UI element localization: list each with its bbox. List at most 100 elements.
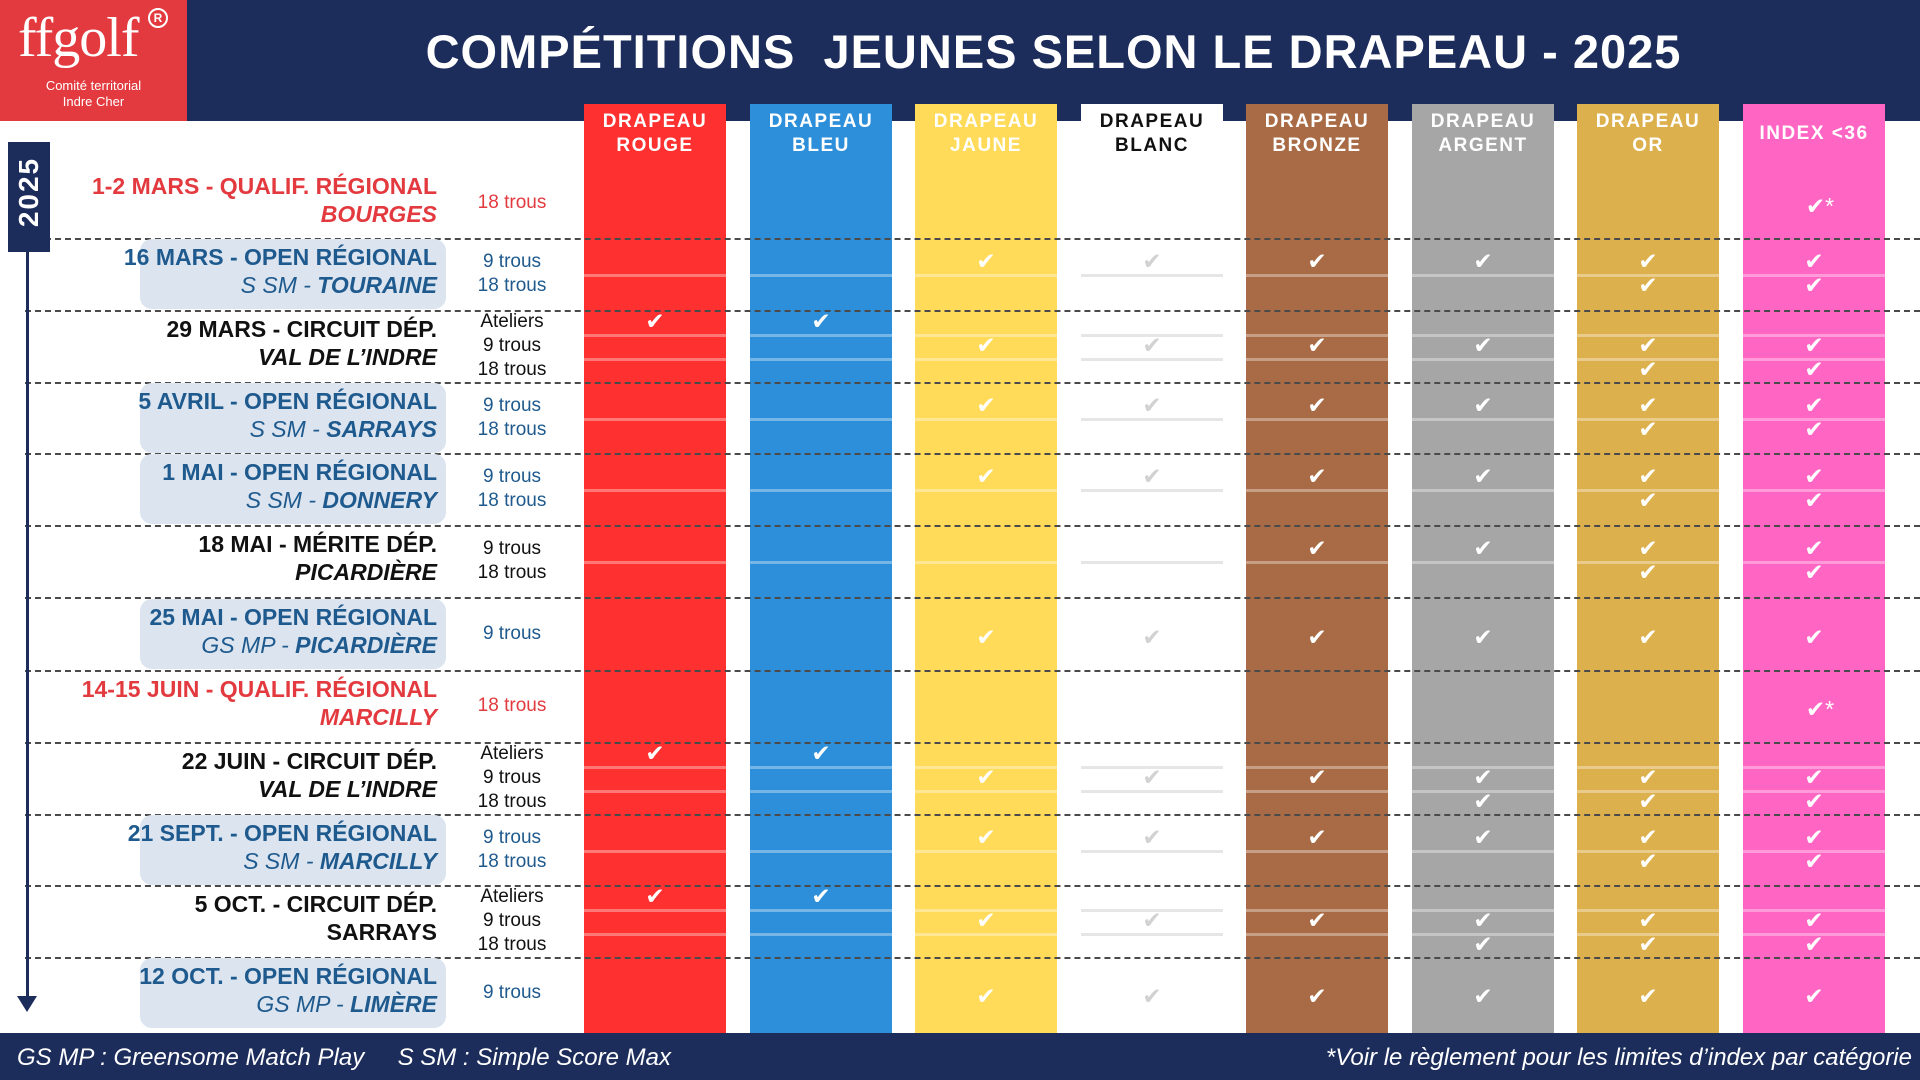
event-format-prefix: S SM - [245,487,323,513]
event-format-prefix: S SM - [243,847,320,874]
sub-row-line [1246,358,1388,361]
check-icon: ✔ [811,740,831,766]
sub-row-line [1577,274,1719,277]
sub-row-line [584,489,726,492]
event-title: 1 MAI - OPEN RÉGIONAL [162,459,437,485]
sub-row-line [1577,561,1719,564]
check-icon: ✔ [1638,823,1658,850]
sub-row-line [1412,334,1554,337]
sub-row-line [1577,933,1719,936]
event-venue: S SM - DONNERY [246,487,437,514]
check-icon: ✔ [1638,272,1658,298]
check-icon: ✔ [1804,823,1824,850]
flag-column: DRAPEAU OR [1577,104,1719,1033]
sub-row-line [1081,790,1223,793]
event-venue: GS MP - PICARDIÈRE [201,632,437,659]
event-format: 9 trous [482,910,542,931]
event-format: 9 trous [482,982,542,1003]
event-place: SARRAYS [326,919,437,945]
column-header-line2: JAUNE [950,135,1022,156]
flag-column: DRAPEAU BLANC [1081,104,1223,1033]
sub-row-line [1743,766,1885,769]
check-icon: ✔* [1805,696,1835,722]
logo-wordmark: ffgolf [18,7,139,69]
event-format-prefix: GS MP - [201,631,296,658]
check-icon: ✔ [1638,487,1658,513]
check-icon: ✔ [645,740,665,766]
event-place: MARCILLY [319,847,437,874]
event-venue: GS MP - LIMÈRE [256,991,437,1018]
event-format-prefix: GS MP - [256,991,351,1017]
sub-row-line [584,274,726,277]
column-header-line2: BLANC [1115,135,1189,156]
sub-row-line [915,417,1057,421]
event-format-prefix: S SM - [249,415,327,442]
check-icon: ✔ [1638,535,1658,561]
sub-row-line [750,849,892,853]
sub-row-line [1577,766,1719,769]
event-title: 1-2 MARS - QUALIF. RÉGIONAL [91,172,437,199]
check-icon: ✔ [1804,463,1824,489]
sub-row-line [750,766,892,769]
check-icon: ✔ [1142,391,1162,418]
check-icon: ✔ [1142,907,1162,933]
sub-row-line [1412,358,1554,361]
sub-row-line [1246,489,1388,492]
header-bar: ffgolf R Comité territorial Indre Cher C… [0,0,1920,121]
sub-row-line [1412,849,1554,853]
sub-row-line [750,561,892,564]
row-separator [25,453,1920,455]
check-icon: ✔ [976,983,996,1009]
sub-row-line [584,358,726,361]
check-icon: ✔ [1473,764,1493,790]
check-icon: ✔ [1804,332,1824,358]
check-icon: ✔ [1473,463,1493,489]
event-format: Ateliers [480,311,544,332]
check-icon: ✔ [1307,907,1327,933]
footer-legend: GS MP : Greensome Match Play S SM : Simp… [17,1044,671,1071]
check-icon: ✔ [1473,332,1493,358]
event-format: 18 trous [477,275,547,296]
sub-row-line [1246,766,1388,769]
sub-row-line [750,417,892,421]
check-icon: ✔ [1804,487,1824,513]
year-tab: 2025 [8,142,50,252]
check-icon: ✔ [1473,983,1493,1009]
event-format: 9 trous [482,767,542,788]
sub-row-line [1412,933,1554,936]
footer-note: *Voir le règlement pour les limites d’in… [1325,1044,1912,1071]
sub-row-line [1743,933,1885,936]
event-format: 18 trous [477,418,547,440]
check-icon: ✔ [1804,623,1824,650]
event-format: 9 trous [482,335,542,356]
event-title: 25 MAI - OPEN RÉGIONAL [149,603,437,630]
event-title: 12 OCT. - OPEN RÉGIONAL [139,963,437,989]
check-icon: ✔ [1307,823,1327,850]
sub-row-line [584,561,726,564]
column-header-line1: DRAPEAU [1099,111,1205,132]
event-venue: BOURGES [321,201,437,228]
check-icon: ✔ [1638,559,1658,585]
event-title: 18 MAI - MÉRITE DÉP. [198,531,437,557]
sub-row-line [1081,849,1223,853]
check-icon: ✔ [1638,847,1658,874]
check-icon: ✔ [1638,391,1658,418]
event-highlight [140,598,446,669]
event-format-prefix: S SM - [240,272,318,298]
check-icon: ✔ [1307,332,1327,358]
column-header-line1: DRAPEAU [768,111,874,132]
sub-row-line [1246,417,1388,421]
check-icon: ✔ [1804,847,1824,874]
flag-column: INDEX <36 [1743,104,1885,1033]
sub-row-line [1743,561,1885,564]
check-icon: ✔ [1638,983,1658,1009]
event-highlight [140,958,446,1028]
sub-row-line [915,909,1057,912]
sub-row-line [1081,358,1223,361]
sub-row-line [915,489,1057,492]
sub-row-line [1081,489,1223,492]
event-place: DONNERY [322,487,437,513]
sub-row-line [915,790,1057,793]
check-icon: ✔ [1804,248,1824,274]
check-icon: ✔ [1142,332,1162,358]
